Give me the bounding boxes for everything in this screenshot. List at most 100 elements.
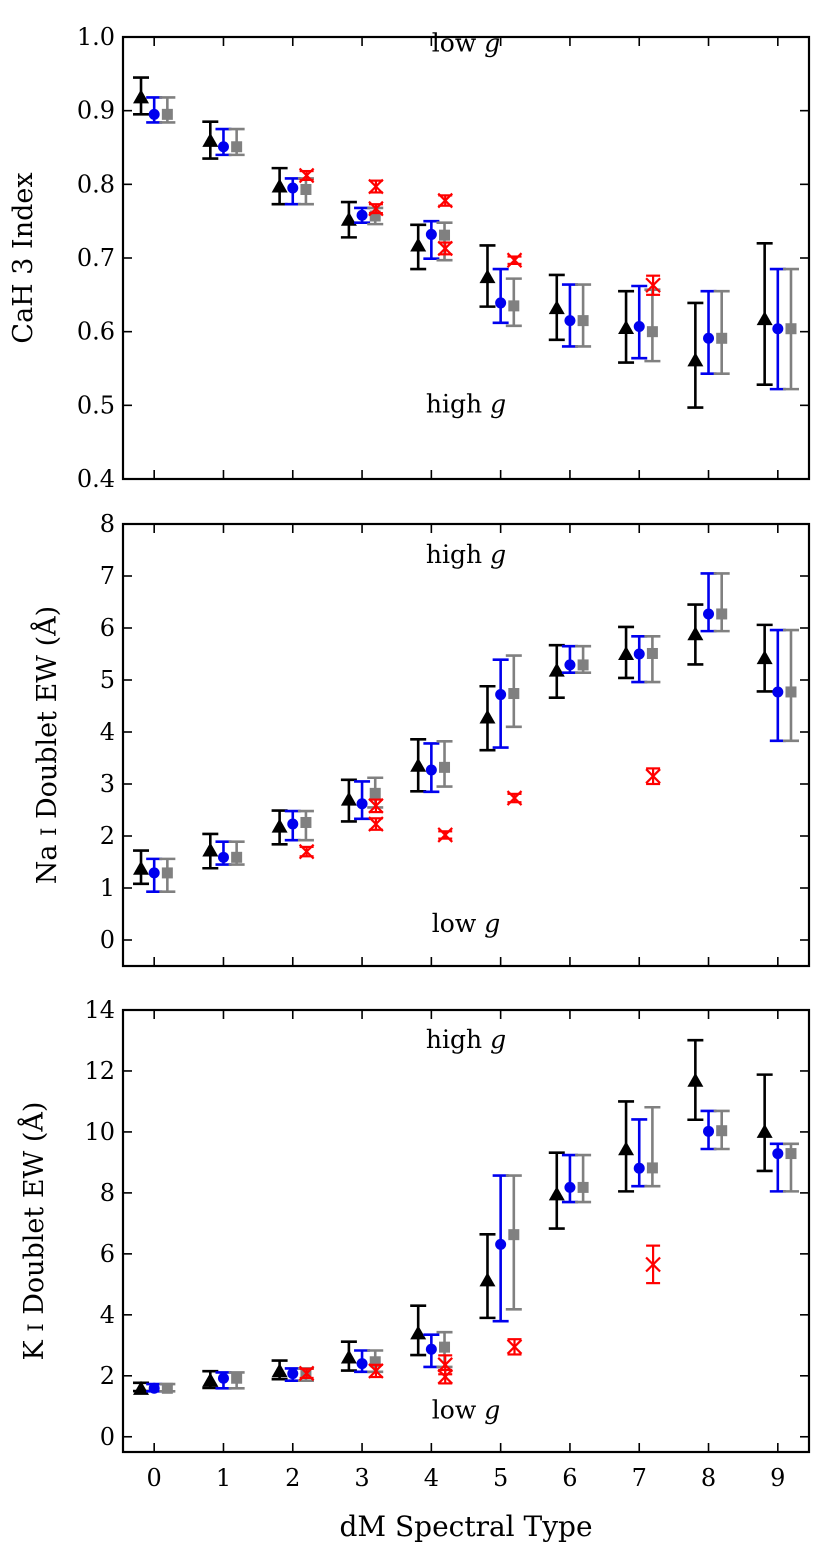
black-triangles-marker: [133, 1380, 150, 1395]
gray-squares-marker: [231, 851, 243, 863]
cah3-ytick-label: 1.0: [77, 23, 115, 51]
blue-circles-marker: [495, 1238, 507, 1250]
xtick-label: 9: [770, 1464, 785, 1492]
xtick-label: 8: [701, 1464, 716, 1492]
gray-squares-marker: [646, 647, 658, 659]
red-crosses-marker-b: [437, 827, 453, 843]
nai-annotation-top: high g: [426, 540, 506, 569]
gray-squares-marker: [231, 141, 243, 153]
red-crosses-marker-b: [298, 167, 315, 184]
blue-circles-marker: [148, 108, 160, 120]
nai-ytick-label: 7: [100, 562, 115, 590]
gray-squares-marker: [716, 608, 728, 620]
cah3-ytick-label: 0.4: [77, 465, 115, 493]
red-crosses-marker-b: [645, 277, 661, 294]
ki-annotation-bottom: low g: [432, 1395, 500, 1424]
black-triangles-marker: [479, 1272, 496, 1287]
gray-squares-marker: [577, 315, 589, 327]
blue-circles-marker: [217, 851, 229, 863]
gray-squares-marker: [300, 816, 312, 828]
black-triangles-marker: [548, 300, 565, 315]
blue-circles-marker: [425, 764, 437, 776]
gray-squares-marker: [300, 183, 312, 195]
cah3-annotation-top: low g: [432, 29, 500, 58]
red-crosses-marker-b: [506, 1339, 523, 1355]
gray-squares-marker: [577, 1181, 589, 1193]
nai-ytick-label: 0: [100, 926, 115, 954]
cah3-ytick-label: 0.9: [77, 97, 115, 125]
ki-ytick-label: 14: [84, 996, 115, 1024]
gray-squares-marker: [161, 867, 173, 879]
panel-cah3: 0.40.50.60.70.80.91.0 CaH 3 Index low g …: [8, 23, 811, 493]
blue-circles-marker: [148, 1382, 160, 1394]
black-triangles-marker: [756, 1123, 773, 1138]
ki-ytick-label: 12: [84, 1057, 115, 1085]
xtick-label: 4: [424, 1464, 439, 1492]
black-triangles-marker: [202, 842, 219, 857]
gray-squares-marker: [646, 326, 658, 338]
xtick-label: 0: [147, 1464, 162, 1492]
gray-squares-marker: [577, 659, 589, 671]
red-crosses-marker-b: [368, 200, 384, 217]
blue-circles-marker: [703, 332, 715, 344]
gray-squares-marker: [716, 1125, 728, 1137]
gray-squares-marker: [785, 1148, 797, 1160]
gray-squares-marker: [508, 688, 520, 700]
blue-circles-marker: [772, 686, 784, 698]
black-triangles-marker: [548, 1186, 565, 1201]
red-crosses-marker-b: [506, 790, 523, 806]
panel-nai: 0 1 2 3 4 5 6 7 8 Na I Doublet EW (Å) high g low…: [30, 510, 811, 968]
black-triangles-marker: [271, 818, 288, 833]
black-triangles-marker: [687, 352, 704, 367]
gray-squares-marker: [369, 787, 381, 799]
nai-frame: [121, 522, 811, 968]
red-crosses-marker-b: [645, 768, 661, 784]
black-triangles-marker: [340, 1349, 357, 1364]
nai-ytick-label: 2: [100, 822, 115, 850]
red-crosses-marker-b: [506, 252, 523, 268]
gray-squares-marker: [161, 108, 173, 120]
cah3-frame: [121, 35, 811, 481]
blue-circles-marker: [633, 321, 645, 333]
xtick-label: 2: [285, 1464, 300, 1492]
ki-ytick-label: 6: [100, 1240, 115, 1268]
blue-circles-marker: [148, 867, 160, 879]
xtick-label: 1: [216, 1464, 231, 1492]
blue-circles-marker: [287, 1368, 299, 1380]
blue-circles-marker: [772, 323, 784, 335]
x-axis-label: dM Spectral Type: [339, 1510, 592, 1543]
ki-ylabel: K I Doublet EW (Å): [17, 1102, 50, 1361]
black-triangles-marker: [410, 237, 427, 252]
black-triangles-marker: [340, 791, 357, 806]
black-triangles-marker: [548, 662, 565, 677]
blue-circles-marker: [703, 608, 715, 620]
xtick-label: 3: [354, 1464, 369, 1492]
red-crosses-marker-b: [437, 1368, 453, 1385]
ki-ytick-label: 8: [100, 1179, 115, 1207]
ki-annotation-top: high g: [426, 1025, 506, 1054]
xtick-label: 7: [632, 1464, 647, 1492]
nai-ytick-label: 5: [100, 666, 115, 694]
blue-circles-marker: [287, 818, 299, 830]
nai-annotation-bottom: low g: [432, 909, 500, 938]
black-triangles-marker: [687, 626, 704, 641]
red-crosses-marker-b: [368, 798, 384, 814]
black-triangles-marker: [133, 860, 150, 875]
gray-squares-marker: [508, 300, 520, 312]
red-crosses-marker-b: [645, 1256, 661, 1273]
blue-circles-marker: [356, 798, 368, 810]
blue-circles-marker: [564, 659, 576, 671]
gray-squares-marker: [716, 332, 728, 344]
black-triangles-marker: [410, 1325, 427, 1340]
gray-squares-marker: [231, 1372, 243, 1384]
black-triangles-marker: [202, 1372, 219, 1387]
cah3-annotation-bottom: high g: [426, 390, 506, 419]
blue-circles-marker: [495, 689, 507, 701]
nai-ytick-label: 3: [100, 770, 115, 798]
black-triangles-marker: [271, 178, 288, 193]
black-triangles-marker: [479, 269, 496, 284]
gray-squares-marker: [439, 1341, 451, 1353]
gray-squares-marker: [369, 1356, 381, 1368]
blue-circles-marker: [772, 1148, 784, 1160]
nai-ytick-label: 8: [100, 510, 115, 538]
